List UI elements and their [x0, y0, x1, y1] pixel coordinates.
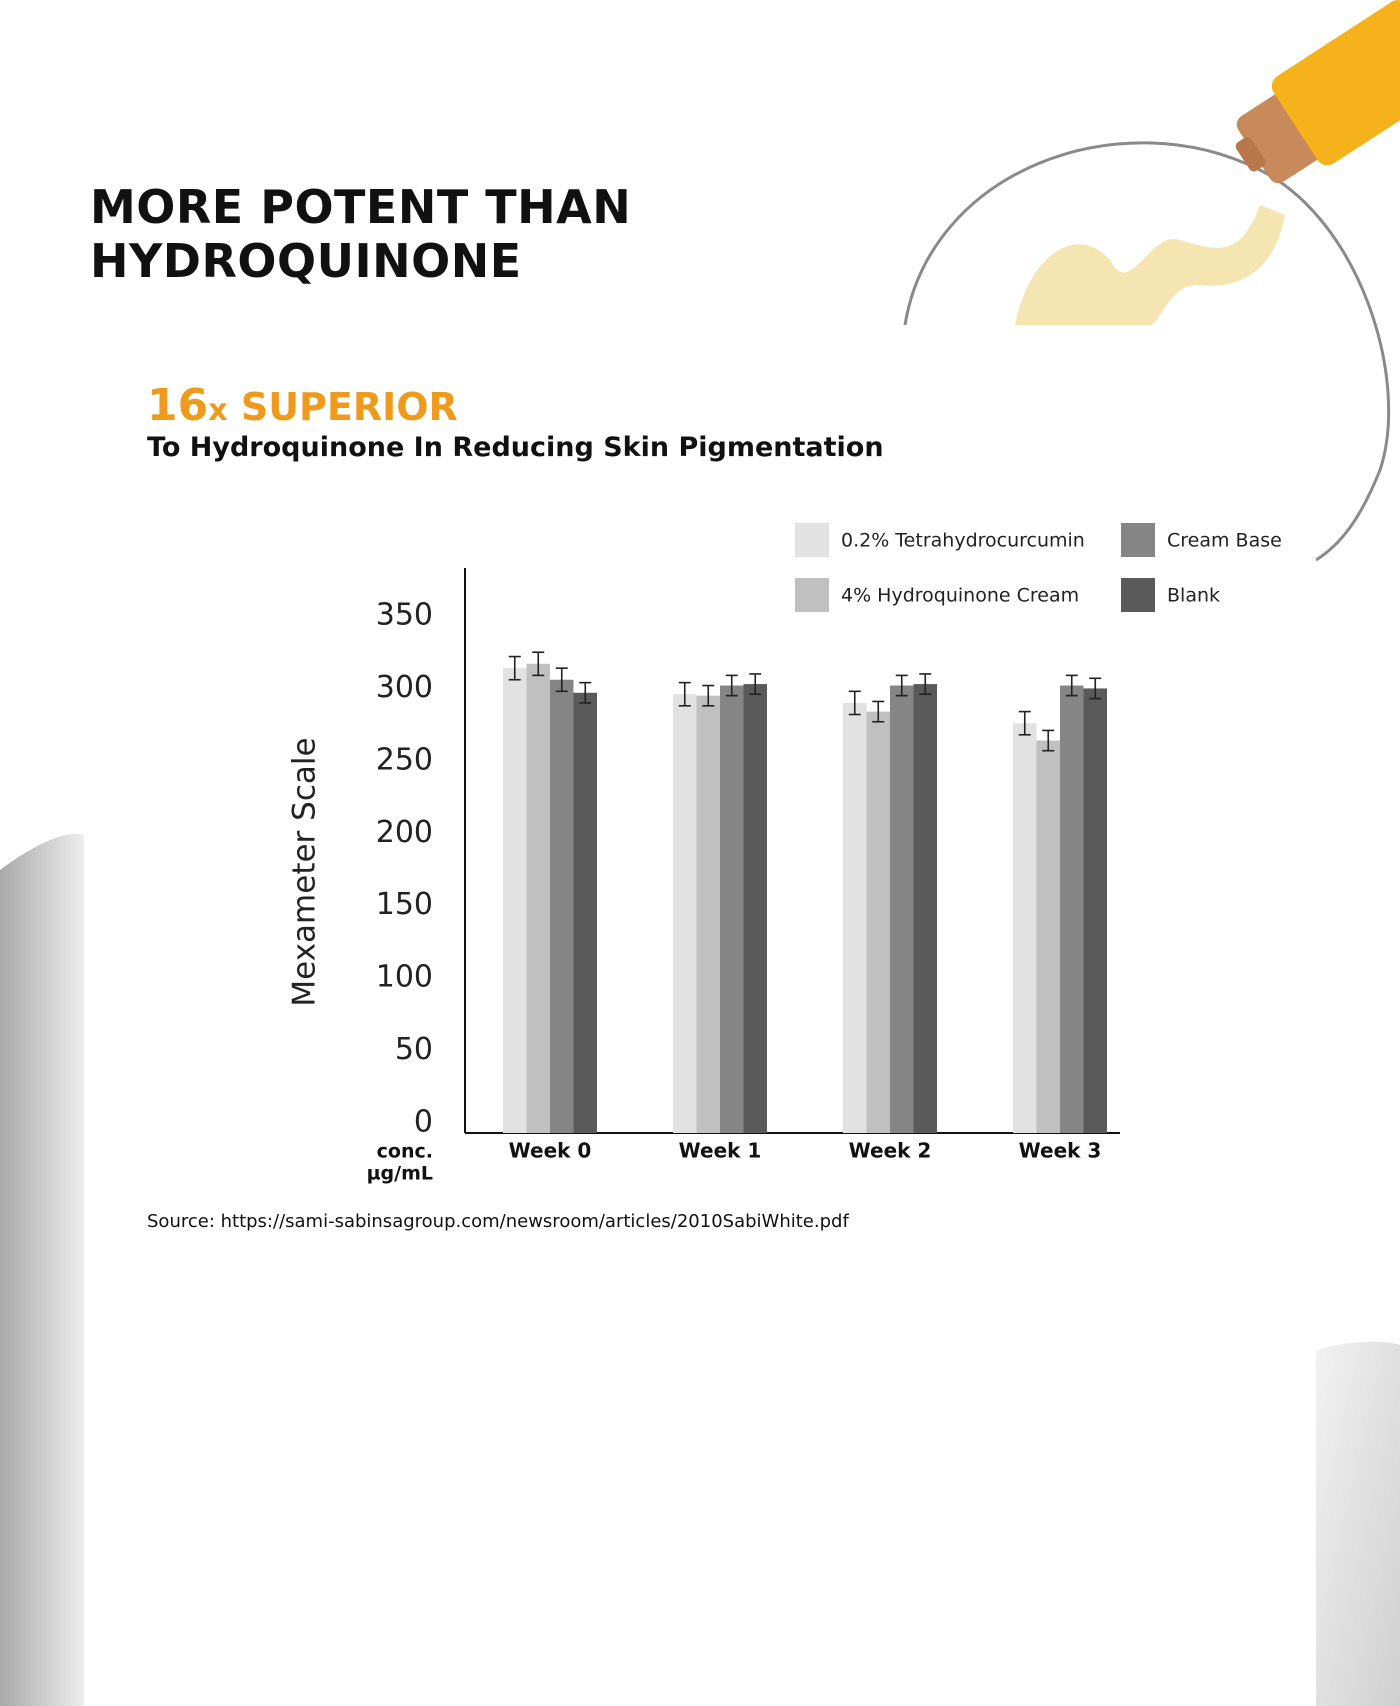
legend-swatch — [1121, 523, 1155, 557]
x-tick-label: Week 1 — [679, 1139, 762, 1163]
bar — [1013, 723, 1037, 1133]
tube-icon — [1235, 0, 1400, 184]
superior-number: 16 — [147, 380, 209, 431]
superior-word: SUPERIOR — [227, 385, 458, 429]
bar — [890, 685, 914, 1133]
bar — [550, 679, 574, 1133]
bar — [843, 702, 867, 1133]
x-unit-label: conc. — [377, 1141, 433, 1163]
x-tick-label: Week 2 — [849, 1139, 932, 1163]
legend-label: Cream Base — [1167, 530, 1282, 552]
x-tick-label: Week 0 — [509, 1139, 592, 1163]
y-tick-label: 200 — [376, 815, 433, 850]
y-tick-label: 250 — [376, 742, 433, 777]
right-shadow-shape — [1316, 1341, 1400, 1706]
bar — [526, 663, 550, 1133]
superior-x: x — [208, 393, 228, 428]
bar — [866, 711, 890, 1133]
legend-label: Blank — [1167, 585, 1220, 607]
y-tick-label: 150 — [376, 887, 433, 922]
bar — [573, 692, 597, 1133]
bar — [720, 685, 744, 1133]
bar — [743, 684, 767, 1133]
chart-subheading: To Hydroquinone In Reducing Skin Pigment… — [147, 432, 884, 463]
bar — [1036, 740, 1060, 1133]
y-tick-label: 300 — [376, 670, 433, 705]
legend-swatch — [795, 578, 829, 612]
bar — [1083, 688, 1107, 1133]
legend-swatch — [795, 523, 829, 557]
petri-dish-rim — [903, 141, 1391, 562]
serum-drip-shape — [1015, 205, 1285, 325]
legend-label: 0.2% Tetrahydrocurcumin — [841, 530, 1085, 552]
y-tick-label: 100 — [376, 960, 433, 995]
superior-claim: 16x SUPERIOR — [147, 380, 458, 431]
bar — [673, 694, 697, 1133]
y-tick-label: 0 — [414, 1105, 433, 1140]
source-citation: Source: https://sami-sabinsagroup.com/ne… — [147, 1211, 849, 1232]
bar — [696, 695, 720, 1133]
bar — [503, 668, 527, 1133]
bar — [913, 684, 937, 1133]
y-axis-title: Mexameter Scale — [287, 737, 323, 1006]
bar — [1060, 685, 1084, 1133]
page-headline: MORE POTENT THAN HYDROQUINONE — [90, 180, 632, 288]
x-tick-label: Week 3 — [1019, 1139, 1102, 1163]
legend-label: 4% Hydroquinone Cream — [841, 585, 1079, 607]
left-shadow-shape — [0, 833, 84, 1706]
y-tick-label: 50 — [395, 1032, 433, 1067]
y-tick-label: 350 — [376, 598, 433, 633]
legend-swatch — [1121, 578, 1155, 612]
x-unit-label: µg/mL — [367, 1163, 433, 1185]
